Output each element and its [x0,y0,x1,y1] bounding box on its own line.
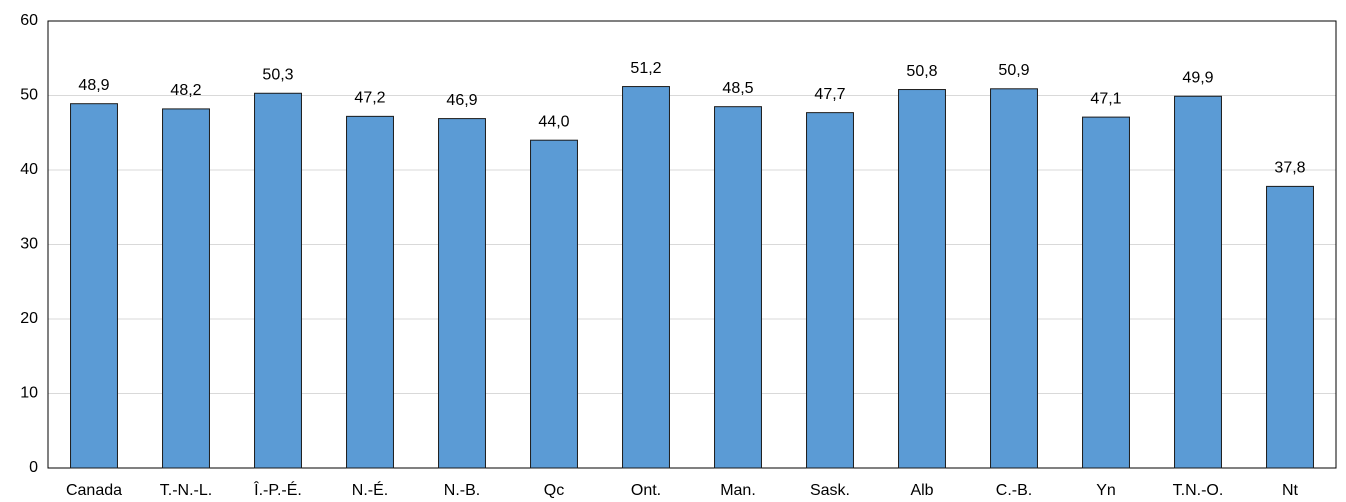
bar [346,115,394,469]
bar [806,112,854,469]
bar [162,108,210,469]
value-label: 47,2 [354,90,385,107]
x-tick-label: Sask. [810,482,850,499]
value-label: 51,2 [630,60,661,77]
bar [254,92,302,469]
x-tick-label: Yn [1096,482,1116,499]
y-tick-label: 0 [29,459,38,476]
x-tick-label: N.-É. [352,480,388,499]
bar [714,106,762,469]
value-label: 46,9 [446,92,477,109]
value-label: 50,9 [998,62,1029,79]
value-label: 47,7 [814,86,845,103]
bar [438,118,486,469]
x-tick-label: Man. [720,482,756,499]
bar [1266,185,1314,469]
x-tick-label: N.-B. [444,482,480,499]
x-tick-label: Qc [544,482,564,499]
y-tick-label: 40 [20,161,38,178]
y-tick-label: 50 [20,87,38,104]
x-tick-label: T.-N.-L. [160,482,212,499]
bar [1174,95,1222,469]
bar [898,89,946,469]
plot-frame [47,20,1337,469]
x-tick-label: Nt [1282,482,1299,499]
value-label: 49,9 [1182,69,1213,86]
value-label: 48,5 [722,80,753,97]
value-label: 37,8 [1274,160,1305,177]
x-tick-label: Canada [66,482,122,499]
x-tick-label: C.-B. [996,482,1032,499]
value-label: 47,1 [1090,90,1121,107]
y-tick-label: 10 [20,385,38,402]
y-tick-label: 20 [20,310,38,327]
x-tick-label: T.N.-O. [1173,482,1224,499]
value-label: 44,0 [538,113,569,130]
x-tick-label: Î.-P.-É. [253,480,302,499]
value-label: 48,9 [78,77,109,94]
x-tick-label: Alb [910,482,933,499]
bar [1082,116,1130,469]
bar [530,139,578,469]
y-tick-label: 60 [20,12,38,29]
bar [622,86,670,469]
x-tick-label: Ont. [631,482,661,499]
value-label: 50,3 [262,66,293,83]
value-label: 48,2 [170,82,201,99]
value-label: 50,8 [906,63,937,80]
bar [70,103,118,469]
y-tick-label: 30 [20,236,38,253]
bar [990,88,1038,469]
